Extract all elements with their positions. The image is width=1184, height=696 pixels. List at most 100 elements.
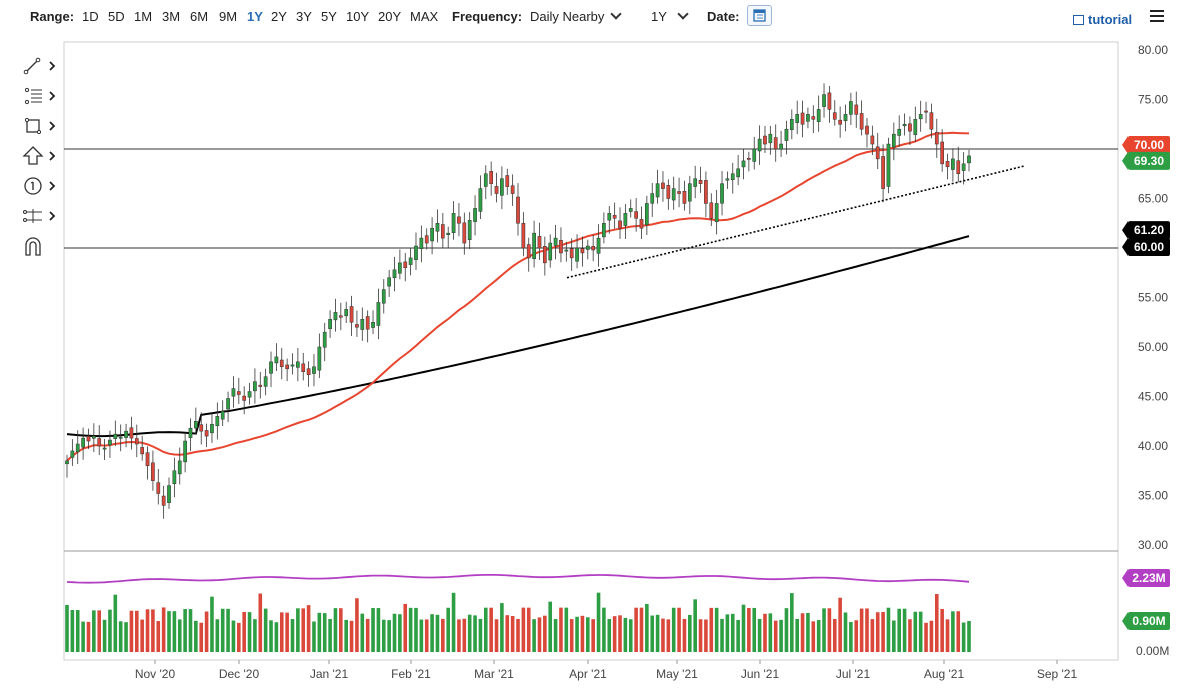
volume-bar [376, 608, 381, 652]
candle-body [537, 236, 542, 249]
candle-body [564, 249, 569, 252]
volume-bar [956, 611, 961, 652]
volume-bar [693, 599, 697, 652]
volume-bar [838, 597, 842, 652]
volume-bar [231, 620, 236, 652]
candle-body [151, 462, 155, 481]
price-tick-label: 80.00 [1138, 43, 1168, 57]
last-price-badge-text: 69.30 [1134, 154, 1164, 168]
candle-body [236, 391, 241, 395]
level-line-badge-pointer [1122, 238, 1128, 256]
range-1y[interactable]: 1Y [247, 9, 263, 24]
candle-body [618, 220, 622, 229]
volume-bar [698, 619, 703, 652]
range-3y[interactable]: 3Y [296, 9, 312, 24]
candle-body [736, 168, 740, 178]
candle-body [301, 363, 306, 372]
candle-body [322, 331, 327, 348]
candle-body [489, 171, 494, 184]
calendar-icon [753, 9, 766, 22]
fib-tool-button[interactable] [22, 85, 60, 107]
volume-bar [97, 610, 102, 652]
candle-body [661, 182, 665, 189]
candle-body [328, 319, 332, 329]
frequency-select[interactable]: Daily Nearby [530, 8, 623, 24]
range-10y[interactable]: 10Y [346, 9, 370, 24]
measure-tool-button[interactable] [22, 205, 60, 227]
range-3m[interactable]: 3M [162, 9, 181, 24]
last-price-badge-bg [1128, 151, 1170, 170]
magnet-button[interactable] [22, 235, 60, 257]
ma200-value-badge: 61.20 [1122, 221, 1170, 240]
range-1m[interactable]: 1M [134, 9, 153, 24]
volume-average-badge-pointer [1122, 569, 1128, 587]
candle-body [875, 146, 880, 160]
range-20y[interactable]: 20Y [378, 9, 402, 24]
menu-icon[interactable] [1150, 10, 1164, 22]
range-9m[interactable]: 9M [219, 9, 238, 24]
level-line-badge: 60.00 [1122, 238, 1170, 256]
volume-bar [371, 607, 375, 652]
volume-bar [510, 615, 515, 652]
volume-bar [704, 619, 708, 652]
candle-body [747, 157, 751, 160]
rectangle-tool-button[interactable] [22, 115, 60, 137]
range-6m[interactable]: 6M [190, 9, 209, 24]
level-line-badge-text: 60.00 [1134, 240, 1164, 254]
line-tool-button[interactable] [22, 55, 60, 77]
range-5y[interactable]: 5Y [321, 9, 337, 24]
candle-body [693, 178, 698, 187]
candle-body [108, 439, 112, 446]
x-tick-label: Mar '21 [474, 667, 514, 681]
candle-body [376, 302, 381, 326]
ma50-value-badge-text: 70.00 [1134, 138, 1164, 152]
period-select[interactable]: 1Y [651, 8, 689, 24]
candle-body [832, 112, 837, 120]
calendar-button[interactable] [747, 5, 772, 26]
range-2y[interactable]: 2Y [271, 9, 287, 24]
candle-body [355, 324, 359, 328]
candle-body [129, 427, 134, 439]
tutorial-link[interactable]: tutorial [1073, 12, 1132, 27]
candle-body [424, 235, 429, 244]
volume-bar [199, 622, 204, 652]
candle-body [435, 223, 440, 232]
candle-body [666, 185, 671, 199]
x-tick-label: Jan '21 [310, 667, 349, 681]
candle-body [387, 277, 391, 287]
volume-bar [682, 618, 687, 652]
candle-body [677, 191, 681, 194]
candle-body [811, 116, 816, 120]
x-tick-label: Sep '21 [1037, 667, 1078, 681]
last-volume-badge-bg [1128, 612, 1170, 630]
range-5d[interactable]: 5D [108, 9, 125, 24]
volume-bar [569, 619, 574, 652]
price-tick-label: 45.00 [1138, 390, 1168, 404]
x-tick-label: May '21 [656, 667, 698, 681]
volume-bar [918, 611, 923, 652]
number-tool-button[interactable] [22, 175, 60, 197]
volume-bar [806, 612, 810, 652]
rectangle-tool-icon [24, 117, 56, 135]
last-volume-badge-pointer [1122, 612, 1128, 630]
candle-body [709, 202, 714, 219]
ma200-line [66, 235, 970, 438]
volume-bar [441, 618, 445, 652]
volume-bar [269, 620, 273, 652]
arrow-tool-button[interactable] [22, 145, 60, 167]
volume-bar [559, 607, 563, 652]
volume-bar [580, 615, 585, 652]
date-label: Date: [707, 9, 740, 24]
range-max[interactable]: MAX [410, 9, 439, 24]
candle-body [183, 440, 187, 463]
candle-body [194, 421, 198, 429]
volume-bar [290, 619, 295, 652]
volume-bar [215, 619, 220, 652]
volume-average-line [66, 574, 970, 584]
volume-bar [553, 619, 558, 652]
volume-bar [634, 607, 638, 652]
volume-bar [424, 619, 429, 652]
volume-bar [548, 601, 553, 652]
range-1d[interactable]: 1D [82, 9, 99, 24]
